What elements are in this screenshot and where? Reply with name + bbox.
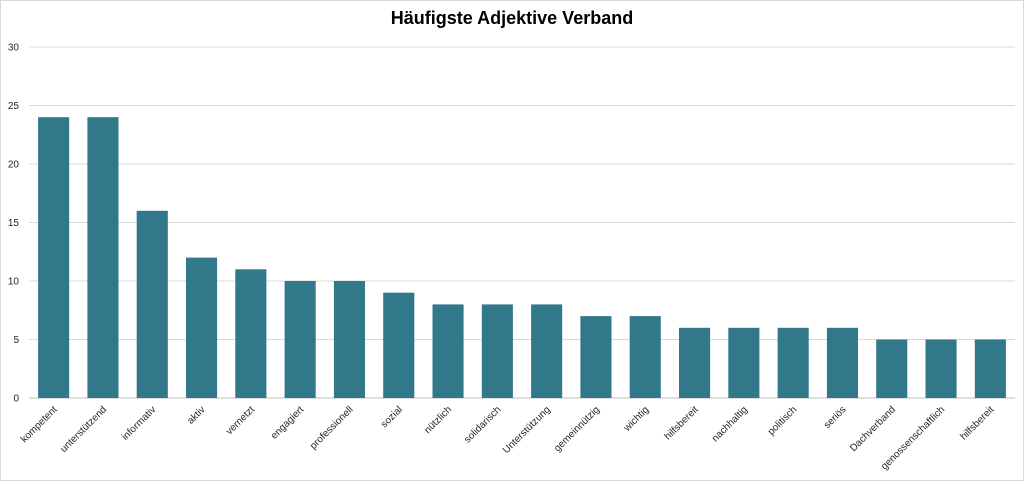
x-category-label: vernetzt [224,404,257,437]
x-category-label: hilfsbereit [663,404,701,442]
bars [38,117,1006,398]
bar [580,316,612,398]
y-tick-label: 0 [13,394,19,405]
x-category-label: nützlich [422,404,454,436]
bar [777,327,809,398]
bar [728,327,760,398]
bar [333,281,365,398]
bar [925,339,957,398]
bar [235,269,267,398]
x-category-label: professionell [308,404,355,451]
y-tick-label: 25 [8,101,20,112]
x-category-label: hilfsbereit [958,404,996,442]
x-category-label: unterstützend [58,404,109,455]
y-tick-label: 10 [8,277,20,288]
bar [679,327,711,398]
y-axis-ticks: 0 5 10 15 20 25 30 [8,43,20,405]
x-category-label: sozial [379,404,405,430]
x-category-label: seriös [822,404,849,431]
bar [136,210,168,398]
x-category-label: Unterstützung [501,404,553,456]
y-tick-label: 30 [8,43,20,54]
x-category-label: Dachverband [848,404,898,454]
bar [826,327,858,398]
bar [186,257,218,398]
bar [38,117,70,398]
bar [531,304,563,398]
x-category-label: informativ [120,404,158,442]
x-category-label: nachhaltig [710,404,750,444]
bar [432,304,464,398]
bar [481,304,513,398]
x-category-label: engagiert [269,404,306,441]
chart-title: Häufigste Adjektive Verband [390,8,634,28]
x-category-label: wichtig [621,404,651,434]
y-tick-label: 20 [8,160,20,171]
x-category-label: gemeinnützig [552,404,602,454]
gridlines [29,46,1015,399]
x-category-label: solidarisch [462,404,503,445]
x-category-label: kompetent [19,404,60,445]
y-tick-label: 5 [13,335,19,346]
x-category-label: politisch [766,404,799,437]
bar [87,117,119,398]
x-category-label: aktiv [185,404,207,426]
bar [284,281,316,398]
y-tick-label: 15 [8,218,20,229]
bar [974,339,1006,398]
bar [383,292,415,398]
bar [629,316,661,398]
bar [876,339,908,398]
